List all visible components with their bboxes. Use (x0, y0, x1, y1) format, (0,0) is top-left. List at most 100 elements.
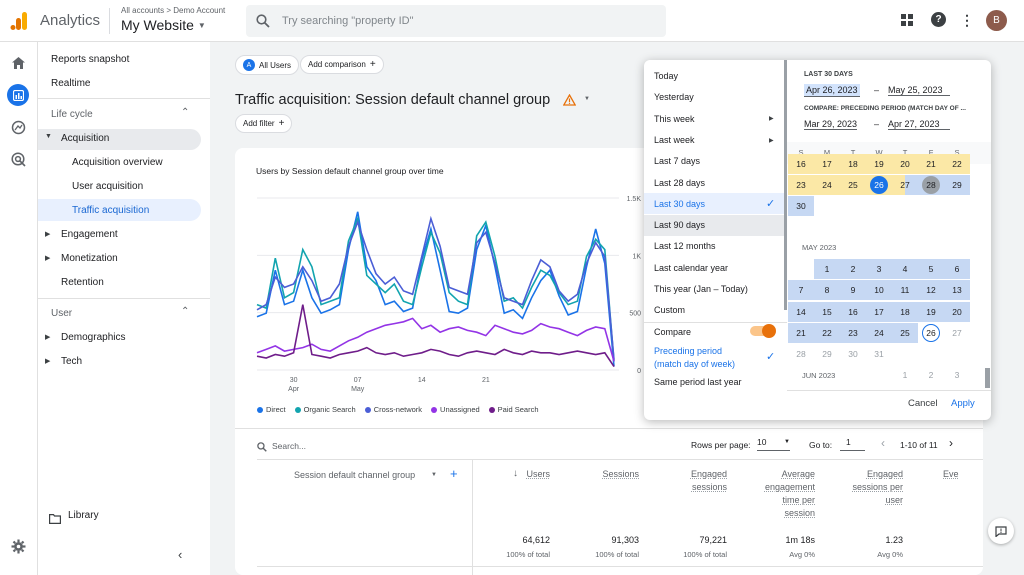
preset-last-90-days[interactable]: Last 90 days (654, 220, 706, 231)
calendar-day[interactable]: 26 (918, 323, 944, 343)
account-breadcrumb[interactable]: All accounts > Demo Account (121, 6, 226, 15)
settings-gear-icon[interactable] (11, 539, 26, 559)
nav-realtime[interactable]: Realtime (51, 78, 91, 89)
advertising-icon[interactable] (11, 152, 26, 172)
calendar-day[interactable]: 18 (892, 301, 918, 322)
calendar-day[interactable]: 6 (944, 259, 970, 279)
column-header-avg-engagement-time[interactable]: Average engagement time per session (764, 469, 815, 518)
legend-item-unassigned[interactable]: Unassigned (431, 405, 480, 414)
calendar-scrollbar[interactable] (985, 368, 990, 388)
analytics-logo-icon[interactable] (10, 11, 28, 31)
calendar-day[interactable]: 31 (866, 344, 892, 364)
calendar-day[interactable]: 20 (944, 301, 970, 322)
calendar-day[interactable]: 13 (944, 280, 970, 301)
calendar-day[interactable]: 4 (892, 259, 918, 279)
cancel-button[interactable]: Cancel (908, 398, 938, 409)
preset-this-week[interactable]: This week (654, 113, 695, 124)
nav-acquisition-overview[interactable]: Acquisition overview (72, 157, 163, 168)
add-filter-button[interactable]: Add filter + (235, 114, 293, 133)
explore-icon[interactable] (11, 120, 26, 140)
calendar-day[interactable]: 2 (840, 259, 866, 279)
calendar-day[interactable]: 21 (788, 322, 814, 343)
calendar-day[interactable]: 10 (866, 280, 892, 301)
section-lifecycle[interactable]: Life cycle (51, 109, 93, 120)
calendar-day[interactable]: 27 (944, 323, 970, 343)
nav-acquisition[interactable] (38, 129, 201, 150)
add-comparison-button[interactable]: Add comparison + (300, 55, 384, 74)
preset-last-12-months[interactable]: Last 12 months (654, 241, 716, 252)
legend-item-organic-search[interactable]: Organic Search (294, 405, 356, 414)
calendar-day[interactable]: 8 (814, 280, 840, 301)
prev-page-icon[interactable]: ‹ (881, 436, 885, 450)
calendar-day[interactable]: 7 (788, 280, 814, 301)
preset-last-7-days[interactable]: Last 7 days (654, 156, 701, 167)
goto-input[interactable]: 1 (840, 437, 865, 451)
calendar-day[interactable]: 2 (928, 370, 934, 380)
calendar-day[interactable]: 22 (944, 154, 970, 174)
preset-last-28-days[interactable]: Last 28 days (654, 177, 706, 188)
preset-last-week[interactable]: Last week (654, 134, 695, 145)
compare-end-date[interactable]: Apr 27, 2023 (888, 119, 950, 130)
collapse-user-icon[interactable]: ⌃ (181, 306, 190, 317)
calendar-day[interactable]: 3 (866, 259, 892, 279)
legend-item-direct[interactable]: Direct (257, 405, 286, 414)
title-dropdown-icon[interactable]: ▼ (579, 91, 595, 107)
calendar-day[interactable]: 19 (918, 301, 944, 322)
start-date-input[interactable]: Apr 26, 2023 (804, 84, 860, 97)
calendar-day[interactable]: 22 (814, 322, 840, 343)
calendar-day[interactable]: 28 (918, 175, 944, 195)
calendar-day[interactable]: 12 (918, 280, 944, 301)
calendar-day[interactable]: 20 (892, 154, 918, 174)
nav-retention[interactable]: Retention (61, 277, 104, 288)
calendar-day[interactable]: 3 (954, 370, 960, 380)
nav-user-acquisition[interactable]: User acquisition (72, 181, 144, 192)
apps-grid-icon[interactable] (900, 13, 914, 27)
dimension-dropdown-icon[interactable]: ▼ (431, 472, 437, 478)
nav-reports-snapshot[interactable]: Reports snapshot (51, 54, 130, 65)
calendar-day[interactable]: 15 (814, 301, 840, 322)
collapse-nav-icon[interactable]: ‹ (178, 547, 183, 562)
collapse-lifecycle-icon[interactable]: ⌃ (181, 107, 190, 118)
add-dimension-icon[interactable]: + (450, 466, 458, 481)
rows-per-page-select[interactable]: 10 ▼ (757, 437, 790, 451)
preset-today[interactable]: Today (654, 71, 679, 81)
calendar-day[interactable]: 24 (866, 322, 892, 343)
sort-down-icon[interactable]: ↓ (513, 468, 518, 479)
section-user[interactable]: User (51, 308, 73, 319)
nav-library[interactable]: Library (68, 510, 99, 521)
home-icon[interactable] (11, 56, 26, 75)
compare-same-period-last-year[interactable]: Same period last year (654, 377, 742, 387)
preset-this-year-jan-today[interactable]: This year (Jan – Today) (654, 284, 748, 294)
compare-start-date[interactable]: Mar 29, 2023 (804, 119, 858, 130)
calendar-day[interactable]: 28 (788, 344, 814, 364)
calendar-day[interactable]: 16 (840, 301, 866, 322)
column-header-events[interactable]: Eve (943, 469, 959, 479)
nav-monetization[interactable]: Monetization (61, 253, 118, 264)
compare-preceding-period[interactable]: Preceding period (match day of week) (654, 346, 736, 369)
nav-engagement[interactable]: Engagement (61, 229, 118, 240)
legend-item-cross-network[interactable]: Cross-network (364, 405, 422, 414)
column-header-engaged-sessions-per-user[interactable]: Engaged sessions per user (852, 469, 903, 505)
calendar-day[interactable]: 1 (814, 259, 840, 279)
nav-demographics[interactable]: Demographics (61, 332, 126, 343)
calendar-day[interactable]: 14 (788, 301, 814, 322)
calendar-day[interactable]: 21 (918, 154, 944, 174)
preset-custom[interactable]: Custom (654, 305, 686, 316)
calendar-day[interactable]: 23 (788, 175, 814, 195)
apply-button[interactable]: Apply (951, 398, 975, 409)
legend-item-paid-search[interactable]: Paid Search (488, 405, 539, 414)
preset-scrollbar[interactable] (784, 60, 787, 310)
dimension-header[interactable]: Session default channel group (294, 470, 416, 480)
calendar-day[interactable]: 11 (892, 280, 918, 301)
calendar-day[interactable]: 17 (814, 154, 840, 174)
calendar-day[interactable]: 18 (840, 154, 866, 174)
feedback-icon[interactable] (988, 518, 1014, 544)
calendar-day[interactable]: 30 (840, 344, 866, 364)
end-date-input[interactable]: May 25, 2023 (888, 85, 950, 96)
calendar-day[interactable]: 25 (840, 175, 866, 195)
property-selector[interactable]: My Website ▼ (121, 17, 206, 33)
calendar-day[interactable]: 24 (814, 175, 840, 195)
preset-last-30-days[interactable]: Last 30 days (654, 198, 706, 209)
warning-icon[interactable] (562, 93, 577, 111)
calendar-day[interactable]: 25 (892, 322, 918, 343)
